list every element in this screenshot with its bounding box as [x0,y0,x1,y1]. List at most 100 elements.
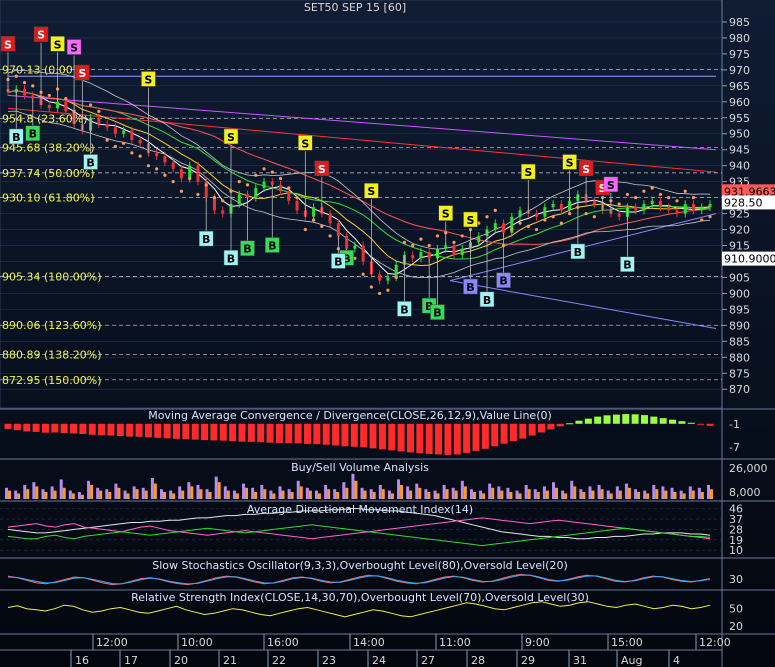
volume-bar-sell [17,493,21,499]
signal-box [562,154,577,170]
volume-bar-total [506,487,510,499]
sar-dot [278,176,283,181]
candle-body [179,168,183,179]
price-tick-label: 955 [729,112,750,125]
candle-body [237,194,241,204]
sar-dot [700,218,704,222]
macd-bar [697,423,705,425]
macd-bar [4,423,12,429]
volume-bar-total [442,485,446,499]
adx-tick-label: 46 [729,503,743,516]
sar-dot [667,196,671,200]
volume-bar-total [196,485,200,499]
candle-body [262,181,266,189]
volume-bar-sell [199,489,203,499]
volume-bar-total [533,489,537,499]
volume-bar-total [159,489,163,499]
candle-body [23,89,27,96]
volume-bar-sell [144,490,148,499]
price-tick-label: 975 [729,48,750,61]
sar-dot [452,240,456,244]
candle-body [171,162,175,169]
candle-body [163,156,167,163]
buy-signal-marker: B [25,98,41,141]
sar-dot [658,192,663,197]
candle-body [386,277,390,281]
sar-dot [477,221,481,225]
volume-bar-sell [700,492,704,499]
signal-box [240,240,255,256]
volume-bar-sell [126,493,130,499]
rsi-tick-label: 50 [729,603,743,616]
signal-box [570,243,586,260]
volume-bar-total [661,486,665,499]
sar-dot [427,243,431,248]
volume-bar-sell [436,493,440,499]
volume-bar-sell [71,493,75,499]
candle-body [477,235,481,243]
volume-bar-total [524,485,528,499]
adx-series-line [7,508,711,540]
volume-bar-sell [135,489,139,499]
sar-dot [212,196,217,200]
candle-body [113,127,117,134]
volume-tick-label: 26,000 [729,462,768,475]
fib-level-label: 905.34 (100.00%) [2,270,102,283]
volume-bar-sell [664,490,668,499]
volume-bar-sell [117,487,121,499]
volume-bar-sell [8,490,11,499]
volume-bar-total [469,489,473,499]
volume-bar-total [96,487,100,499]
sar-dot [138,154,142,158]
volume-bar-total [588,486,592,499]
sar-dot [171,180,175,184]
macd-bar [163,423,171,439]
macd-bar [687,422,695,424]
volume-bar-sell [491,487,495,499]
volume-bar-sell [308,490,312,499]
macd-bar [444,423,452,455]
volume-bar-sell [108,492,112,499]
volume-bar-total [141,487,145,499]
sar-dot [204,183,208,187]
macd-bar [79,423,87,434]
fib-level-label: 930.10 (61.80%) [2,191,95,204]
signal-label: S [78,67,86,80]
date-tick-label: 24 [372,654,386,667]
moving-average-line [7,90,710,260]
volume-bar-sell [35,486,39,499]
price-tick-label: 875 [729,367,750,380]
candle-body [658,200,662,208]
time-tick-label: 12:00 [699,636,731,649]
sar-dot [353,256,357,260]
volume-bar-total [634,489,638,499]
macd-bar [481,423,489,449]
macd-bar [191,423,199,440]
price-tick-label: 970 [729,64,750,77]
signal-box [479,291,495,308]
macd-bar [603,415,611,424]
price-tag-box [722,251,775,266]
volume-bar-total [624,483,628,499]
fib-level-label: 970.13 (0.00%) [2,63,88,76]
volume-bar-total [697,487,701,499]
signal-label: S [582,163,590,176]
volume-bar-total [32,482,36,499]
candle-body [551,204,555,208]
candle-body [592,200,596,204]
stochastic-line [7,574,711,585]
sell-signal-marker: S [314,160,330,214]
volume-bar-sell [299,486,303,499]
sar-dot [683,189,687,193]
volume-bar-total [597,485,601,499]
volume-bar-sell [400,485,404,499]
rsi-line [7,601,711,618]
sar-dot [155,167,159,171]
macd-bar [547,423,555,430]
volume-bar-sell [217,482,221,499]
moving-average-line [7,90,710,267]
macd-bar [594,416,602,424]
volume-bar-sell [564,493,568,499]
time-tick-label: 12:00 [96,636,128,649]
